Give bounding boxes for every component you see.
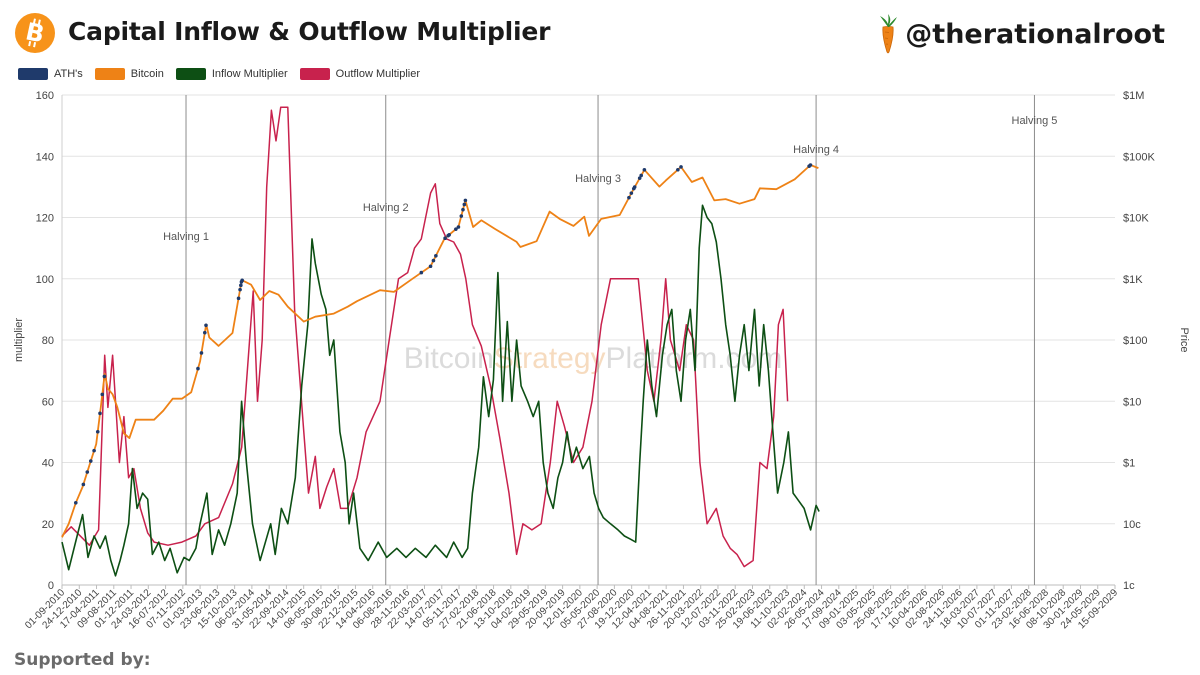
ath-marker	[102, 374, 107, 379]
legend-label-aths: ATH's	[54, 68, 83, 80]
y-left-tick-label: 0	[48, 580, 54, 592]
y-right-tick-label: $1M	[1123, 90, 1144, 102]
legend-label-inflow: Inflow Multiplier	[211, 68, 288, 80]
y-right-tick-label: $100	[1123, 335, 1147, 347]
header: B Capital Inflow & Outflow Multiplier @t…	[0, 0, 1200, 64]
ath-marker	[679, 165, 683, 169]
ath-marker	[100, 392, 105, 397]
ath-marker	[428, 264, 433, 269]
ath-marker	[454, 227, 458, 231]
legend-swatch-inflow	[175, 68, 206, 80]
handle-label: @therationalroot	[905, 18, 1165, 50]
ath-marker	[461, 207, 465, 212]
ath-marker	[639, 173, 643, 178]
ath-marker	[434, 253, 438, 258]
legend-item-bitcoin[interactable]: Bitcoin	[94, 68, 164, 80]
ath-marker	[88, 459, 93, 463]
chart-title: Capital Inflow & Outflow Multiplier	[68, 17, 551, 46]
halving-label: Halving 3	[575, 173, 621, 185]
y-axis-title-left: multiplier	[13, 318, 25, 362]
ath-marker	[463, 198, 468, 203]
series-line-bitcoin	[61, 164, 819, 538]
y-right-tick-label: 10c	[1123, 519, 1141, 531]
svg-text:B: B	[23, 17, 47, 48]
ath-marker	[627, 195, 631, 200]
y-left-tick-label: 80	[42, 335, 54, 347]
ath-marker	[98, 411, 102, 416]
carrot-icon	[880, 14, 898, 54]
y-left-tick-label: 20	[42, 519, 54, 531]
ath-marker	[202, 330, 207, 335]
ath-marker	[204, 323, 208, 328]
halving-label: Halving 2	[363, 202, 409, 214]
legend-swatch-bitcoin	[94, 68, 125, 80]
y-left-tick-label: 160	[36, 90, 54, 102]
ath-marker	[629, 191, 634, 195]
ath-marker	[240, 278, 244, 283]
y-left-tick-label: 100	[36, 274, 54, 286]
y-axis-title-right: Price	[1178, 327, 1190, 352]
series-line-outflow-multiplier	[61, 106, 789, 568]
ath-marker	[85, 470, 90, 474]
y-right-tick-label: $10K	[1123, 213, 1149, 225]
legend-item-aths[interactable]: ATH's	[18, 68, 83, 80]
ath-marker	[73, 500, 78, 505]
watermark-part1: Bitcoin	[404, 342, 494, 375]
ath-marker	[637, 176, 642, 180]
legend-label-outflow: Outflow Multiplier	[335, 68, 420, 80]
ath-marker	[92, 448, 96, 453]
ath-marker	[236, 296, 241, 301]
y-right-tick-label: $10	[1123, 396, 1141, 408]
ath-marker	[447, 232, 451, 237]
bitcoin-icon: B	[15, 13, 55, 53]
series-line-inflow-multiplier	[61, 204, 820, 577]
ath-marker	[81, 482, 86, 487]
watermark-part2: Strategy	[494, 342, 606, 375]
legend-item-outflow[interactable]: Outflow Multiplier	[299, 68, 420, 80]
halving-label: Halving 1	[163, 231, 209, 243]
y-left-tick-label: 140	[36, 151, 54, 163]
halving-label: Halving 5	[1012, 115, 1058, 127]
y-left-tick-label: 60	[42, 396, 54, 408]
watermark: BitcoinStrategyPlatform.com	[404, 342, 783, 375]
legend-swatch-aths	[18, 68, 48, 80]
ath-marker	[419, 270, 424, 275]
y-right-tick-label: $1	[1123, 458, 1135, 470]
ath-marker	[459, 214, 464, 218]
y-right-tick-label: $1K	[1123, 274, 1143, 286]
ath-marker	[676, 167, 680, 172]
y-left-tick-label: 120	[36, 213, 54, 225]
halving-label: Halving 4	[793, 144, 839, 156]
footer-supported-by: Supported by:	[14, 650, 151, 670]
y-right-tick-label: 1c	[1123, 580, 1135, 592]
ath-marker	[239, 283, 243, 288]
ath-marker	[632, 185, 637, 189]
ath-marker	[462, 202, 467, 207]
ath-marker	[238, 287, 242, 292]
chart-area: BitcoinStrategyPlatform.com 0 1c 20 10c 40 $1 6…	[13, 90, 1190, 631]
ath-marker	[95, 429, 100, 434]
legend-label-bitcoin: Bitcoin	[130, 68, 164, 80]
y-right-tick-label: $100K	[1123, 151, 1155, 163]
ath-marker	[642, 168, 647, 172]
ath-marker	[456, 225, 461, 229]
legend-item-inflow[interactable]: Inflow Multiplier	[175, 68, 288, 80]
ath-marker	[199, 351, 204, 355]
ath-marker	[443, 236, 447, 241]
y-left-tick-label: 40	[42, 458, 54, 470]
legend: ATH's Bitcoin Inflow Multiplier Outflow …	[18, 66, 432, 82]
brand: @therationalroot	[875, 14, 1165, 54]
ath-marker	[808, 163, 813, 167]
ath-marker	[196, 366, 200, 371]
legend-swatch-outflow	[299, 68, 330, 80]
ath-marker	[431, 258, 436, 263]
